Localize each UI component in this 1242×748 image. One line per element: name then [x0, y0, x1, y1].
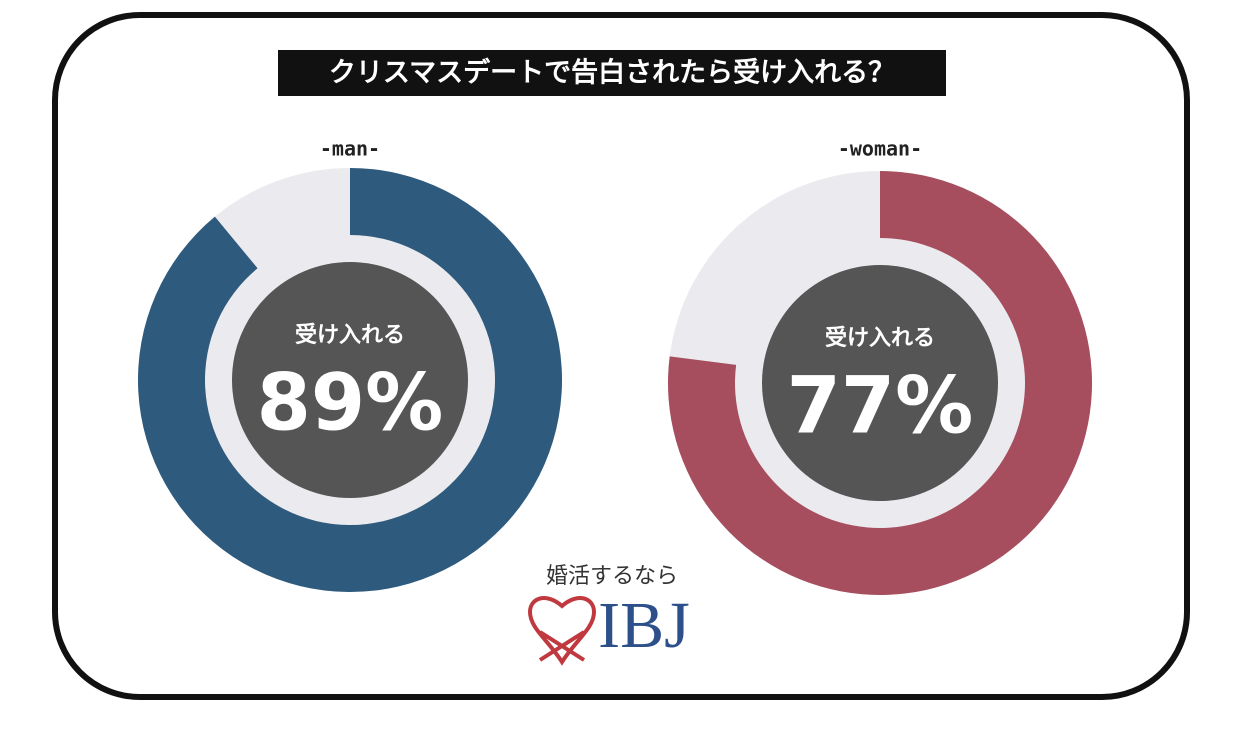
- center-label: 受け入れる: [295, 322, 405, 348]
- center-disc: [762, 265, 998, 501]
- logo-brand: IBJ: [598, 589, 690, 662]
- center-disc: [232, 262, 468, 498]
- center-label: 受け入れる: [825, 325, 935, 351]
- chart-title: -woman-: [838, 137, 922, 161]
- title-box: [278, 50, 946, 96]
- value-label: 89%: [257, 358, 444, 448]
- donut-arc: [138, 168, 563, 592]
- donut-arc: [668, 171, 1092, 596]
- chart-title: -man-: [320, 137, 380, 161]
- logo-heart: [527, 596, 597, 666]
- value-label: 77%: [787, 361, 974, 451]
- logo-tagline: 婚活するなら: [546, 564, 678, 589]
- title: クリスマスデートで告白されたら受け入れる？: [329, 57, 895, 89]
- logo: 婚活するなら IBJ: [527, 564, 690, 666]
